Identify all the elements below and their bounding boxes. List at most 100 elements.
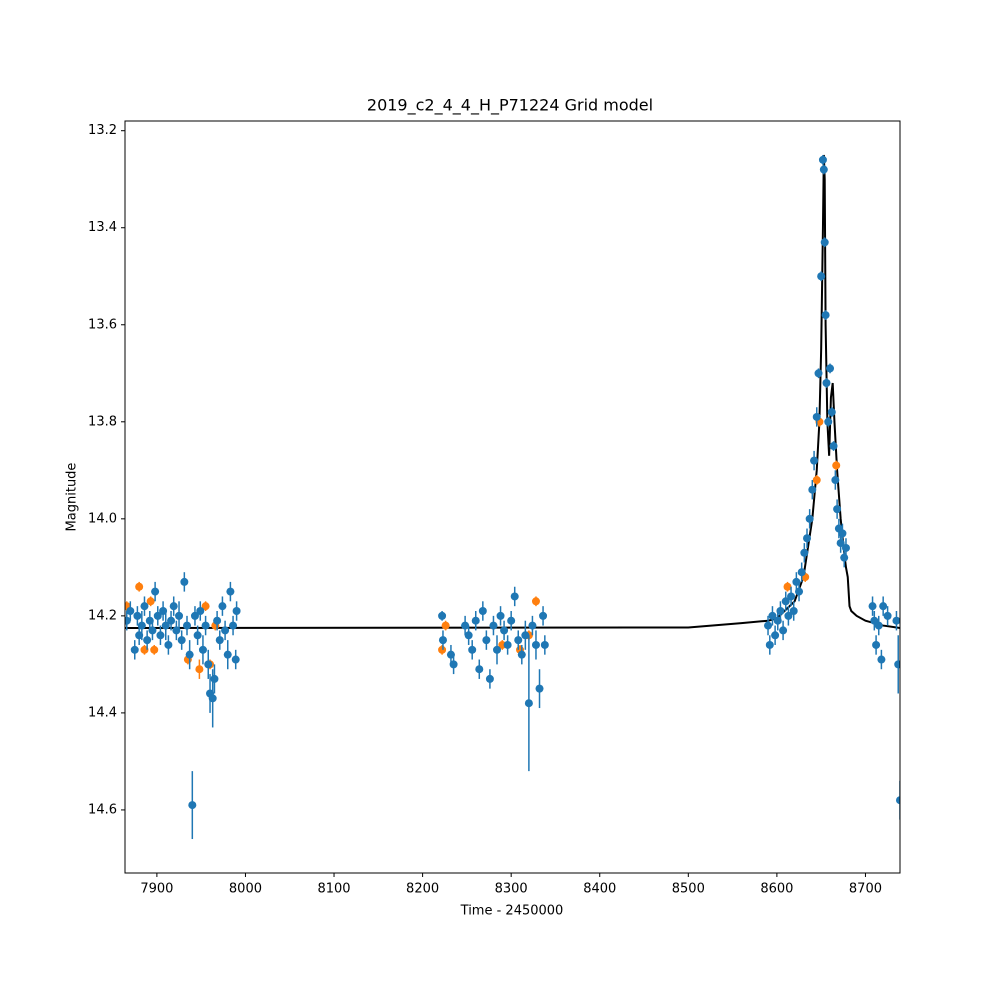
data-point bbox=[190, 611, 199, 620]
data-point bbox=[148, 626, 157, 635]
data-point bbox=[485, 674, 494, 683]
data-point bbox=[540, 640, 549, 649]
data-point bbox=[539, 611, 548, 620]
y-tick-label: 13.4 bbox=[88, 220, 117, 235]
data-point bbox=[814, 369, 823, 378]
x-tick-label: 7900 bbox=[140, 882, 173, 897]
data-point bbox=[822, 378, 831, 387]
data-point bbox=[812, 412, 821, 421]
data-point bbox=[195, 665, 204, 674]
data-point bbox=[783, 582, 792, 591]
data-point bbox=[531, 597, 540, 606]
data-point bbox=[143, 636, 152, 645]
y-tick-label: 13.2 bbox=[88, 123, 117, 138]
data-point bbox=[528, 621, 537, 630]
data-point bbox=[135, 582, 144, 591]
data-point bbox=[510, 592, 519, 601]
data-point bbox=[841, 543, 850, 552]
data-point bbox=[183, 621, 191, 630]
y-tick-label: 14.2 bbox=[88, 608, 117, 623]
data-point bbox=[441, 621, 450, 630]
data-point bbox=[164, 640, 173, 649]
data-point bbox=[776, 607, 785, 616]
data-point bbox=[125, 616, 131, 625]
data-point bbox=[464, 631, 473, 640]
data-point bbox=[177, 636, 186, 645]
y-tick-label: 13.6 bbox=[88, 317, 117, 332]
plot-area bbox=[125, 154, 900, 840]
data-point bbox=[449, 660, 458, 669]
data-point bbox=[879, 602, 888, 611]
data-point bbox=[503, 640, 512, 649]
data-point bbox=[535, 684, 544, 693]
x-axis-label: Time - 2450000 bbox=[460, 904, 564, 919]
data-point bbox=[808, 485, 817, 494]
data-point bbox=[818, 155, 827, 164]
data-point bbox=[838, 529, 847, 538]
data-point bbox=[471, 616, 480, 625]
data-point bbox=[829, 442, 838, 451]
data-point bbox=[204, 660, 213, 669]
model-line bbox=[125, 154, 900, 629]
data-point bbox=[821, 311, 830, 320]
data-point bbox=[840, 553, 849, 562]
data-point bbox=[185, 650, 194, 659]
data-point bbox=[824, 417, 833, 426]
data-point bbox=[765, 640, 774, 649]
chart-title: 2019_c2_4_4_H_P71224 Grid model bbox=[367, 96, 653, 116]
y-axis-label: Magnitude bbox=[65, 463, 80, 532]
data-point bbox=[781, 597, 790, 606]
data-point bbox=[201, 621, 210, 630]
x-tick-label: 8600 bbox=[760, 882, 793, 897]
data-point bbox=[213, 616, 222, 625]
data-point bbox=[771, 631, 780, 640]
data-point bbox=[831, 476, 840, 485]
data-point bbox=[137, 621, 146, 630]
y-tick-label: 14.0 bbox=[88, 511, 117, 526]
data-point bbox=[877, 655, 886, 664]
data-point bbox=[833, 505, 842, 514]
data-point bbox=[500, 626, 509, 635]
data-point bbox=[489, 621, 498, 630]
x-tick-label: 8300 bbox=[495, 882, 528, 897]
data-point bbox=[193, 631, 202, 640]
data-point bbox=[482, 636, 491, 645]
data-point bbox=[196, 607, 205, 616]
data-point bbox=[161, 621, 170, 630]
data-point bbox=[789, 607, 798, 616]
data-point bbox=[872, 640, 881, 649]
data-point bbox=[784, 611, 793, 620]
data-point bbox=[169, 602, 178, 611]
data-point bbox=[832, 461, 841, 470]
data-point bbox=[218, 602, 227, 611]
data-point bbox=[208, 694, 217, 703]
data-point bbox=[215, 636, 224, 645]
data-point bbox=[496, 611, 505, 620]
data-point bbox=[461, 621, 470, 630]
data-point bbox=[896, 796, 900, 805]
data-point bbox=[180, 577, 189, 586]
data-point bbox=[507, 616, 516, 625]
data-point bbox=[805, 514, 814, 523]
data-point bbox=[223, 650, 232, 659]
x-tick-label: 8100 bbox=[317, 882, 350, 897]
data-point bbox=[812, 476, 821, 485]
x-tick-label: 8400 bbox=[583, 882, 616, 897]
data-point bbox=[521, 631, 530, 640]
data-point bbox=[514, 636, 523, 645]
data-point bbox=[198, 645, 207, 654]
data-point bbox=[140, 602, 149, 611]
data-point bbox=[130, 645, 139, 654]
data-point bbox=[517, 650, 526, 659]
data-point bbox=[229, 621, 238, 630]
data-point bbox=[797, 568, 806, 577]
data-point bbox=[221, 626, 230, 635]
y-tick-label: 14.6 bbox=[88, 802, 117, 817]
data-point bbox=[768, 611, 777, 620]
x-tick-label: 8000 bbox=[229, 882, 262, 897]
data-point bbox=[803, 534, 811, 543]
axes-frame bbox=[124, 120, 901, 874]
x-tick-label: 8700 bbox=[849, 882, 882, 897]
data-point bbox=[226, 587, 235, 596]
